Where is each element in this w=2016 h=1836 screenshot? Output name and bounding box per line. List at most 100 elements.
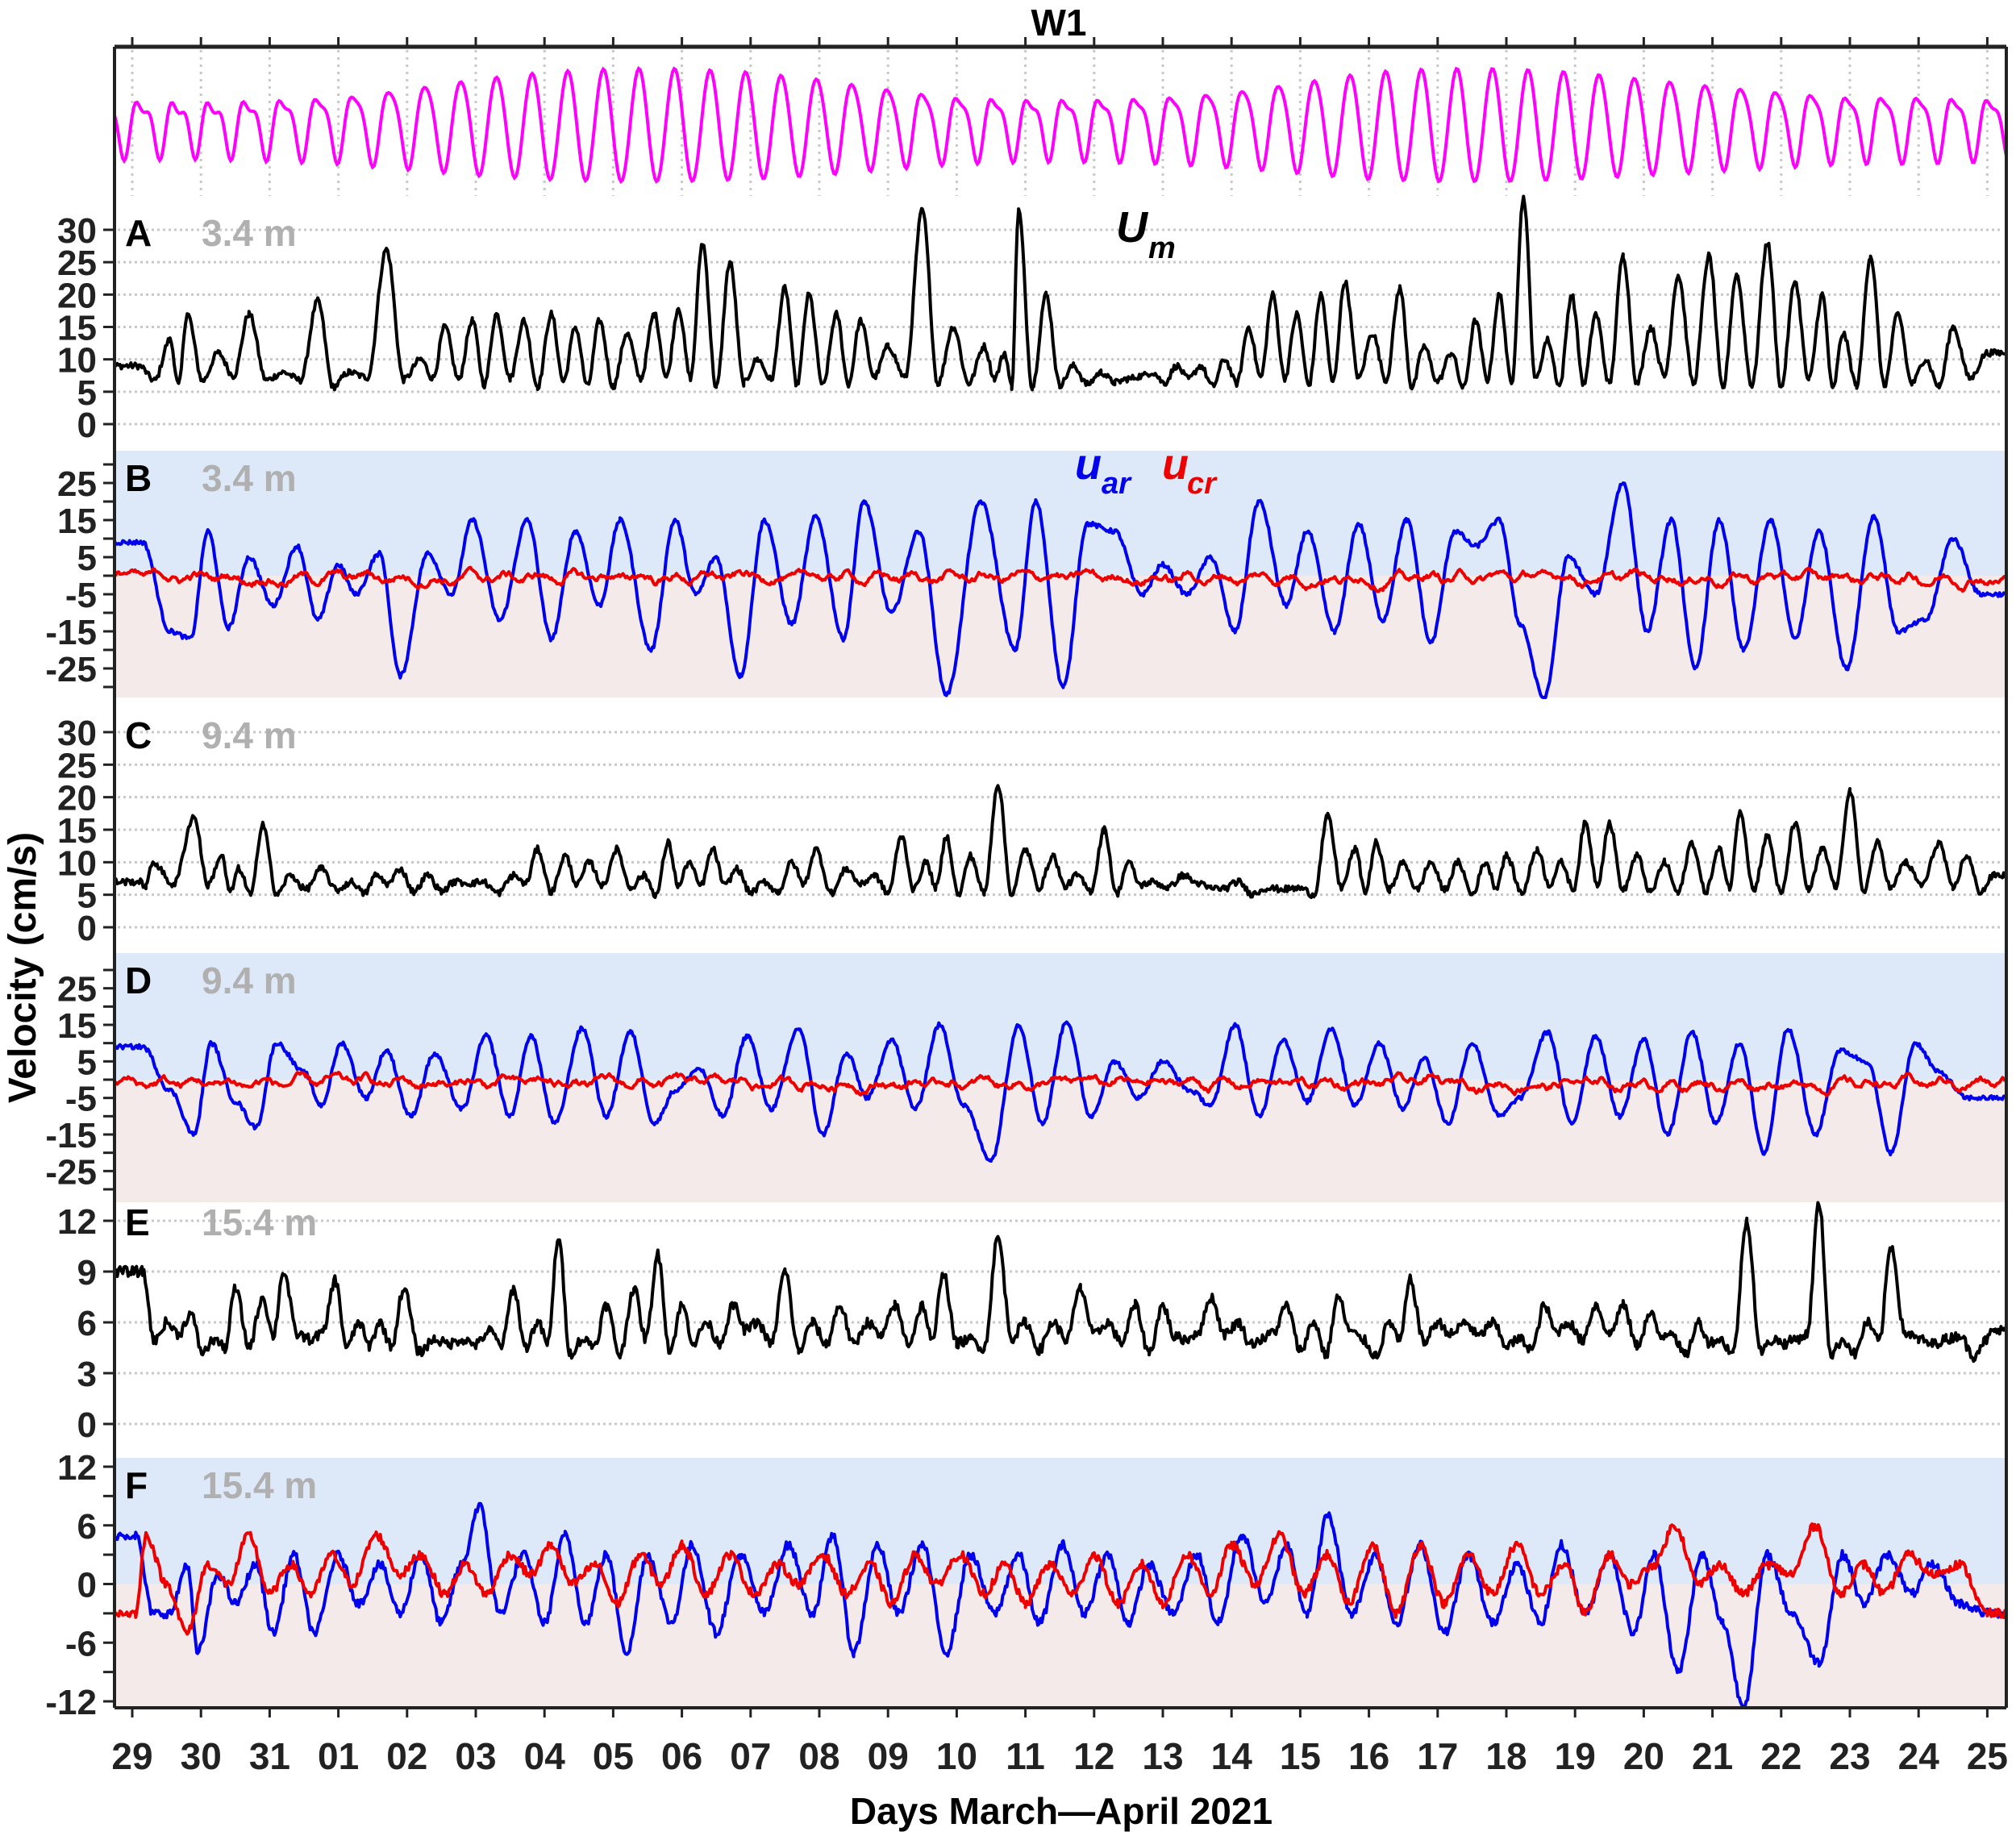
legend-ucr-sub: cr: [1187, 467, 1218, 501]
x-tick-label: 18: [1485, 1735, 1527, 1777]
y-tick-label: 15: [57, 811, 97, 851]
y-tick-label: 0: [77, 909, 97, 948]
x-tick-label: 05: [593, 1735, 634, 1777]
x-tick-label: 19: [1555, 1735, 1596, 1777]
y-tick-label: 5: [77, 1043, 97, 1082]
positive-band-D: [115, 953, 2006, 1080]
y-tick-label: 12: [57, 1202, 97, 1242]
y-tick-label: 30: [57, 714, 97, 753]
y-tick-label: -5: [65, 1080, 97, 1119]
y-tick-label: 12: [57, 1448, 97, 1488]
x-tick-label: 20: [1623, 1735, 1664, 1777]
x-tick-label: 09: [868, 1735, 909, 1777]
legend-uar-main: u: [1075, 440, 1102, 489]
x-tick-label: 22: [1760, 1735, 1801, 1777]
background-bands: [115, 451, 2006, 1708]
y-tick-label: -6: [65, 1624, 97, 1663]
y-tick-label: 25: [57, 746, 97, 785]
legend-um-sub: m: [1148, 231, 1176, 265]
legend-ucr: u cr: [1162, 440, 1218, 501]
y-tick-label: 0: [77, 1405, 97, 1445]
y-tick-label: 5: [77, 539, 97, 578]
panel-label-c: C: [125, 714, 152, 756]
x-tick-label: 16: [1348, 1735, 1389, 1777]
positive-band-B: [115, 451, 2006, 576]
x-tick-label: 03: [455, 1735, 496, 1777]
y-tick-label: -12: [45, 1683, 97, 1722]
x-tick-label: 07: [730, 1735, 771, 1777]
u-m-line-c: [113, 784, 2007, 899]
axes: 29 30 31 01 02 03 04 05 06 07 08 09 10 11 12 13 14 15 16 17…: [45, 37, 2008, 1777]
x-tick-label: 11: [1006, 1735, 1045, 1777]
legend-um-main: U: [1116, 203, 1149, 252]
u-m-line-a: [114, 194, 2006, 392]
panel-label-b: B: [125, 457, 152, 499]
y-axis-label: Velocity (cm/s): [2, 832, 44, 1103]
x-tick-label: 14: [1211, 1735, 1253, 1777]
y-tick-label: 5: [77, 876, 97, 916]
legend-uar-sub: ar: [1102, 467, 1132, 501]
y-tick-label: -15: [45, 613, 97, 652]
x-tick-label: 01: [318, 1735, 359, 1777]
u-cr-line-f: [113, 1522, 2007, 1636]
x-tick-label: 12: [1073, 1735, 1114, 1777]
y-tick-label: 0: [77, 406, 97, 445]
y-tick-label: 25: [57, 244, 97, 283]
chart-title: W1: [1031, 2, 1087, 44]
x-tick-label: 30: [181, 1735, 222, 1777]
depth-label-a: 3.4 m: [202, 212, 297, 254]
legend-um: U m: [1116, 203, 1176, 265]
x-tick-label: 17: [1417, 1735, 1458, 1777]
x-tick-label: 15: [1280, 1735, 1321, 1777]
u-ar-line-d: [113, 1020, 2006, 1163]
positive-band-F: [115, 1458, 2006, 1584]
x-tick-label: 23: [1829, 1735, 1870, 1777]
u-cr-line-d: [113, 1071, 2007, 1097]
y-tick-label: 6: [77, 1304, 97, 1343]
x-tick-label: 02: [386, 1735, 427, 1777]
y-tick-label: 9: [77, 1253, 97, 1293]
y-tick-label: 25: [57, 464, 97, 504]
y-tick-label: 5: [77, 373, 97, 413]
panel-label-f: F: [125, 1464, 148, 1506]
y-tick-label: 20: [57, 276, 97, 315]
y-tick-label: 30: [57, 211, 97, 251]
tide-line: [113, 65, 2008, 185]
depth-label-f: 15.4 m: [202, 1464, 317, 1506]
panel-labels: A 3.4 m B 3.4 m C 9.4 m D 9.4 m E 15.4 m F 15.4 m: [125, 212, 317, 1506]
y-tick-label: 0: [77, 1566, 97, 1605]
u-ar-line-b: [113, 481, 2006, 699]
x-tick-label: 06: [661, 1735, 702, 1777]
u-cr-line-b: [114, 565, 2006, 593]
data-series: [113, 65, 2008, 1709]
x-tick-label: 29: [111, 1735, 152, 1777]
u-m-line-e: [113, 1201, 2007, 1363]
y-tick-label: 20: [57, 779, 97, 818]
negative-band-D: [115, 1080, 2006, 1202]
panel-label-d: D: [125, 960, 152, 1001]
x-tick-label: 10: [936, 1735, 977, 1777]
legend-ucr-main: u: [1162, 440, 1189, 489]
x-axis-label: Days March—April 2021: [850, 1790, 1272, 1832]
y-tick-label: 25: [57, 970, 97, 1010]
x-tick-label: 13: [1142, 1735, 1183, 1777]
x-tick-label: 25: [1967, 1735, 2008, 1777]
x-tick-label: 04: [524, 1735, 566, 1777]
y-tick-label: -15: [45, 1116, 97, 1155]
negative-band-F: [115, 1584, 2006, 1708]
y-tick-label: -25: [45, 1152, 97, 1192]
panel-label-e: E: [125, 1201, 150, 1243]
y-tick-label: 15: [57, 1006, 97, 1046]
depth-label-b: 3.4 m: [202, 457, 297, 499]
y-tick-label: 15: [57, 309, 97, 348]
depth-label-e: 15.4 m: [202, 1201, 317, 1243]
u-ar-line-f: [113, 1501, 2007, 1709]
depth-label-d: 9.4 m: [202, 960, 297, 1001]
y-tick-label: 10: [57, 341, 97, 381]
y-tick-label: 15: [57, 502, 97, 541]
x-tick-label: 24: [1898, 1735, 1940, 1777]
y-tick-label: -5: [65, 576, 97, 615]
x-tick-label: 21: [1692, 1735, 1733, 1777]
